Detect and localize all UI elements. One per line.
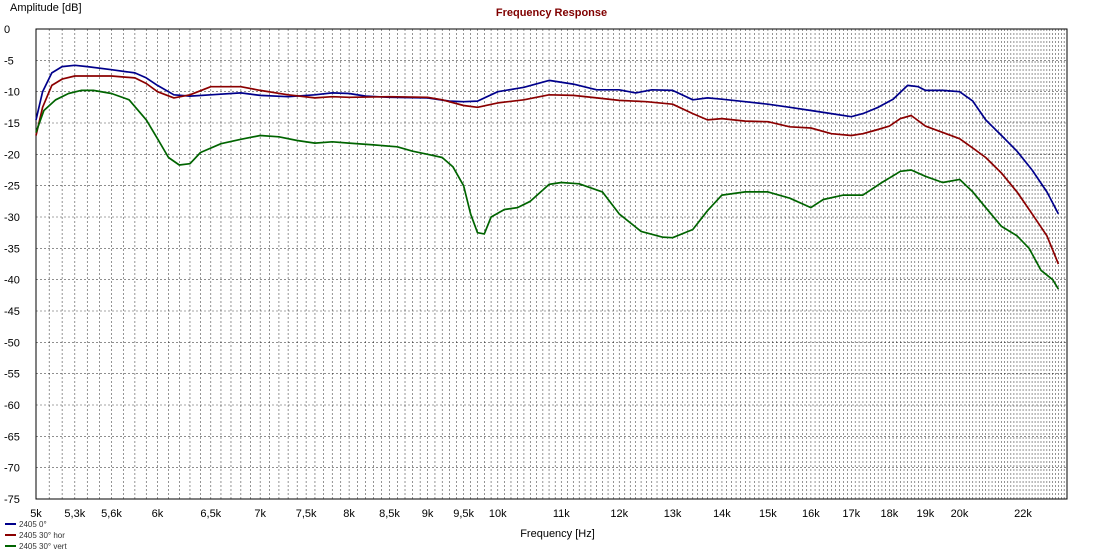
x-tick-label: 12k [610, 508, 628, 520]
y-tick-label: -15 [4, 118, 20, 130]
x-tick-label: 7,5k [296, 508, 317, 520]
x-axis-label: Frequency [Hz] [520, 528, 595, 540]
legend-label: 2405 30° vert [19, 542, 67, 551]
x-tick-label: 6,5k [200, 508, 221, 520]
y-tick-label: -45 [4, 306, 20, 318]
series-line-3 [35, 89, 1060, 290]
y-tick-label: -20 [4, 149, 20, 161]
y-tick-label: -70 [4, 463, 20, 475]
x-tick-label: 15k [759, 508, 777, 520]
x-tick-label: 9,5k [453, 508, 474, 520]
y-tick-label: -75 [4, 494, 20, 506]
x-tick-label: 19k [917, 508, 935, 520]
y-tick-label: -35 [4, 243, 20, 255]
x-tick-label: 14k [713, 508, 731, 520]
x-tick-labels: 5k 5,3k 5,6k 6k 6,5k 7k 7,5k 8k 8,5k 9k 9,5k 10k 11k… [30, 508, 1032, 520]
y-tick-label: -60 [4, 400, 20, 412]
x-tick-label: 5,6k [101, 508, 122, 520]
x-tick-label: 8k [343, 508, 355, 520]
y-tick-label: 0 [4, 24, 10, 36]
x-tick-label: 5k [30, 508, 42, 520]
x-tick-label: 16k [802, 508, 820, 520]
x-tick-label: 20k [951, 508, 969, 520]
chart-title: Frequency Response [496, 7, 607, 19]
x-tick-label: 17k [842, 508, 860, 520]
x-tick-label: 8,5k [379, 508, 400, 520]
x-tick-label: 18k [880, 508, 898, 520]
x-tick-label: 11k [553, 508, 570, 520]
series-line-1 [35, 64, 1060, 215]
y-tick-label: -5 [4, 55, 14, 67]
x-tick-label: 13k [664, 508, 682, 520]
y-tick-label: -30 [4, 212, 20, 224]
x-tick-label: 5,3k [64, 508, 85, 520]
x-tick-label: 22k [1014, 508, 1032, 520]
x-tick-label: 10k [489, 508, 507, 520]
legend-label: 2405 0° [19, 520, 47, 529]
series-lines [35, 64, 1060, 290]
x-tick-label: 7k [254, 508, 266, 520]
y-axis-label: Amplitude [dB] [10, 2, 82, 14]
x-tick-label: 9k [422, 508, 434, 520]
plot-frame [35, 28, 1068, 500]
y-tick-labels: 0 -5 -10 -15 -20 -25 -30 -35 -40 -45 -50 -55 -60 -65 -… [4, 24, 20, 506]
y-tick-label: -55 [4, 369, 20, 381]
series-line-2 [35, 75, 1060, 265]
y-tick-label: -40 [4, 275, 20, 287]
legend: 2405 0° 2405 30° hor 2405 30° vert [5, 520, 67, 551]
y-tick-label: -50 [4, 337, 20, 349]
y-tick-label: -65 [4, 431, 20, 443]
legend-label: 2405 30° hor [19, 531, 65, 540]
y-tick-label: -25 [4, 181, 20, 193]
y-tick-label: -10 [4, 87, 20, 99]
x-tick-label: 6k [152, 508, 164, 520]
